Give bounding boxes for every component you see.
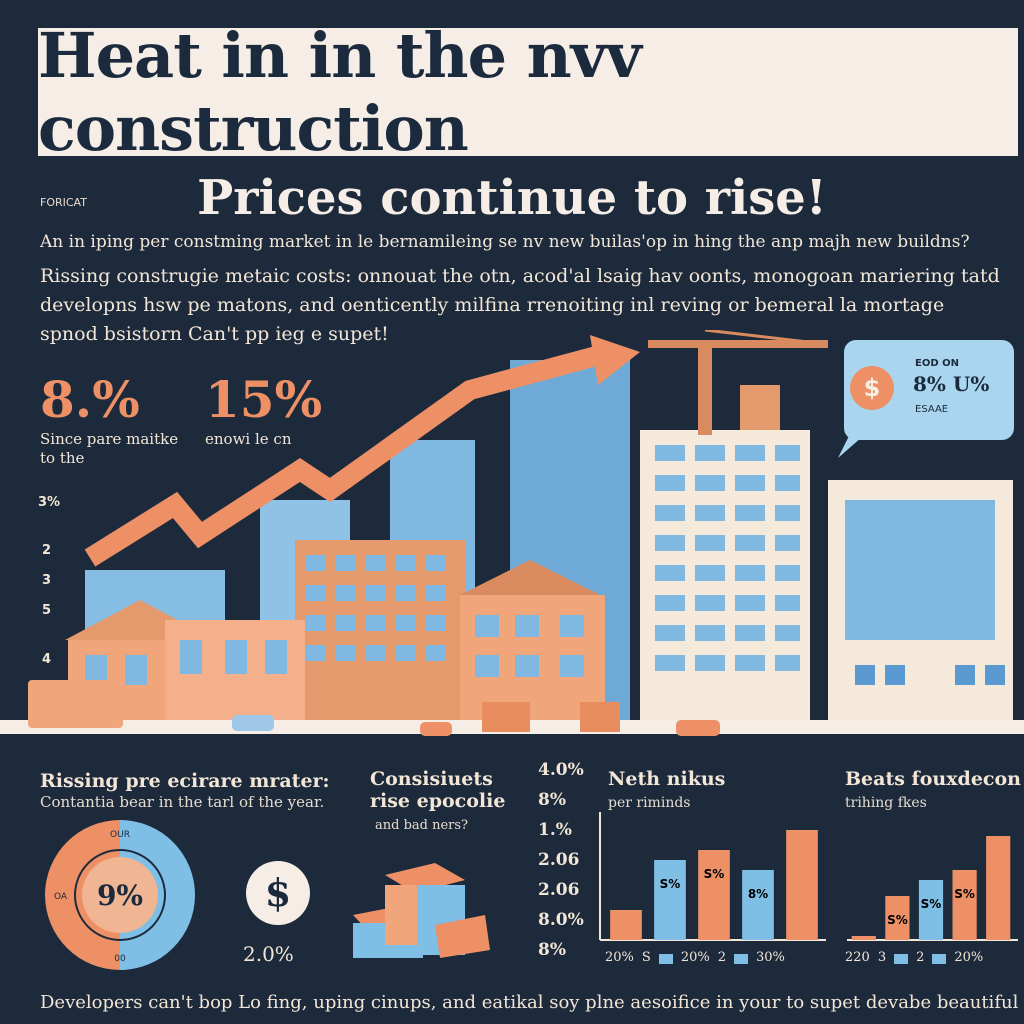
- legend-swatch: [658, 954, 673, 964]
- dollar-icon: $: [246, 861, 310, 925]
- axis-tick: 4: [42, 652, 52, 667]
- percent-item: 1.%: [538, 820, 572, 840]
- axis-top-label: 3%: [38, 495, 61, 510]
- stat-2-value: 15%: [205, 370, 323, 429]
- car-1: [232, 715, 274, 731]
- lead-text: An in iping per constming market in le b…: [40, 232, 970, 252]
- percent-item: 8.0%: [538, 910, 584, 930]
- bar-orange: [851, 936, 876, 940]
- donut-value: 9%: [97, 879, 143, 912]
- car-3: [676, 720, 720, 736]
- percent-item: 8%: [538, 790, 566, 810]
- rising-title: Rissing pre ecirare mrater:: [40, 770, 330, 792]
- bar-blue: [742, 870, 774, 940]
- forecast-label: FORICAT: [40, 196, 87, 209]
- donut-chart: 9% OUR OA 00: [45, 820, 195, 970]
- crate-stack-2: [580, 702, 620, 732]
- footer-text: Developers can't bop Lo fing, uping cinu…: [40, 992, 1024, 1013]
- neth-subtitle: per riminds: [608, 795, 691, 811]
- title-banner: Heat in in the nvv construction: [38, 19, 1018, 165]
- legend-item: 20%: [954, 950, 984, 965]
- svg-text:$: $: [864, 374, 881, 402]
- donut-left-label: OA: [54, 892, 68, 902]
- bubble-line-1: EOD ON: [915, 358, 959, 369]
- intro-paragraph: Rissing construgie metaic costs: onnouat…: [40, 265, 1000, 345]
- dollar-value: 2.0%: [243, 942, 294, 966]
- bubble-value: 8% U%: [913, 372, 990, 396]
- car-2: [420, 722, 452, 736]
- neth-bar-chart: S% S% 8%: [599, 812, 826, 941]
- rising-arrow: [84, 345, 603, 567]
- arrow-head: [590, 335, 640, 385]
- headline: Prices continue to rise!: [197, 170, 827, 226]
- percent-item: 2.06: [538, 850, 580, 870]
- axis-tick: 5: [42, 603, 52, 618]
- bar-label: S%: [887, 913, 908, 927]
- rising-subtitle: Contantia bear in the tarl of the year.: [40, 793, 325, 811]
- legend-item: 20%: [680, 950, 710, 965]
- bar-orange: [698, 850, 730, 940]
- bar-blue: [654, 860, 686, 940]
- stat-1-value: 8.%: [40, 370, 140, 429]
- beats-title: Beats fouxdecon: [845, 768, 1021, 790]
- percent-item: 8%: [538, 940, 566, 960]
- donut-center: [82, 857, 158, 933]
- bar-blue: [918, 880, 944, 940]
- neth-title: Neth nikus: [608, 768, 726, 790]
- legend-swatch: [894, 954, 909, 964]
- bar-orange: [610, 910, 642, 940]
- axis-tick: 3: [42, 573, 52, 588]
- legend-item: S: [641, 950, 651, 965]
- bar-orange: [786, 830, 818, 940]
- bar-orange: [885, 896, 910, 940]
- bar-orange: [986, 836, 1011, 940]
- percent-item: 2.06: [538, 880, 580, 900]
- bar-label: S%: [921, 897, 942, 911]
- house-roof-3: [460, 560, 600, 595]
- percent-list: 4.0% 8% 1.% 2.06 2.06 8.0% 8%: [538, 760, 584, 970]
- donut-bottom-label: 00: [114, 954, 126, 964]
- page-title: Heat in in the nvv construction: [38, 19, 642, 165]
- legend-item: 20%: [605, 950, 634, 965]
- legend-item: 30%: [756, 950, 785, 965]
- city-illustration: [0, 330, 1024, 736]
- bubble-tail: [838, 430, 870, 458]
- top-strip: [0, 0, 1024, 8]
- legend-item: 2: [717, 950, 726, 965]
- beats-bar-chart: S% S% S%: [847, 836, 1018, 941]
- axis-tick: 2: [42, 543, 52, 558]
- crate-stack: [482, 702, 530, 732]
- bubble-line-2: ESAAE: [915, 404, 949, 415]
- beats-legend: 220 3 2 20%: [845, 950, 983, 965]
- stat-2-caption: enowi le cn: [205, 430, 292, 448]
- dollar-coin-icon: $: [850, 366, 894, 410]
- legend-item: 3: [877, 950, 887, 965]
- svg-text:$: $: [265, 870, 291, 915]
- bar-label: S%: [954, 887, 975, 901]
- percent-item: 4.0%: [538, 760, 584, 780]
- legend-swatch: [734, 954, 748, 964]
- bar-label: S%: [660, 877, 681, 891]
- legend-swatch: [932, 954, 947, 964]
- truck: [28, 680, 123, 728]
- donut-top-label: OUR: [110, 830, 130, 840]
- beats-subtitle: trihing fkes: [845, 795, 927, 811]
- bar-label: 8%: [748, 887, 768, 901]
- blocks-icon: [353, 863, 490, 958]
- costs-title: Consisiuets rise epocolie: [370, 768, 506, 812]
- costs-subtitle: and bad ners?: [375, 818, 469, 833]
- bar-orange: [952, 870, 977, 940]
- bar-label: S%: [704, 867, 725, 881]
- neth-legend: 20% S 20% 2 30%: [605, 950, 785, 965]
- legend-item: 220: [845, 950, 870, 965]
- crane: [648, 330, 828, 435]
- stat-1-caption: Since pare maitke to the: [40, 430, 179, 467]
- legend-item: 2: [916, 950, 925, 965]
